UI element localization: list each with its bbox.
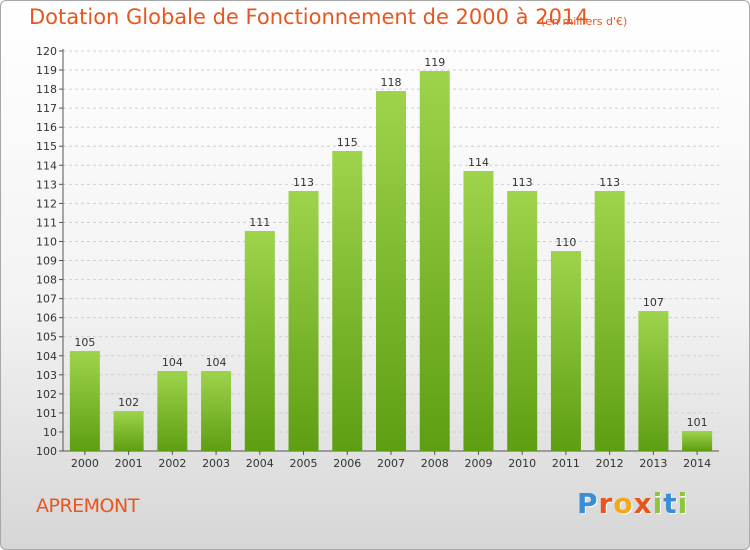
x-tick-label: 2001 [115,457,143,470]
data-label: 105 [74,336,95,349]
chart-title: Dotation Globale de Fonctionnement de 20… [29,5,589,29]
logo-letter: i [677,487,689,520]
data-label: 114 [468,156,489,169]
x-tick-label: 2011 [552,457,580,470]
data-label: 113 [293,176,314,189]
y-tick-label: 114 [36,159,57,172]
data-labels: 105 102 104 104 111 113 115 118 119 114 113 110 113 1… [74,56,707,429]
x-tick-label: 2002 [158,457,186,470]
bar [638,311,669,451]
y-tick-label: 113 [36,178,57,191]
chart-subtitle: (en milliers d'€) [541,15,628,28]
y-tick-label: 108 [36,274,57,287]
data-label: 104 [162,356,183,369]
bar [201,371,232,451]
data-label: 104 [206,356,227,369]
y-tick-label: 112 [36,197,57,210]
x-tick-label: 2004 [246,457,274,470]
bar [376,91,406,451]
bar [463,171,494,451]
y-tick-label: 100 [36,445,57,458]
y-tick-label: 118 [36,83,57,96]
x-tick-label: 2000 [71,457,99,470]
x-tick-label: 2014 [683,457,711,470]
bar [157,371,188,451]
bar [419,71,450,451]
y-tick-labels: 100 10 101 102 103 104 105 106 107 108 109 110 111 11… [36,45,57,458]
x-tick-label: 2006 [333,457,361,470]
data-label: 113 [599,176,620,189]
y-tick-label: 115 [36,140,57,153]
x-tick-label: 2005 [290,457,318,470]
y-tick-label: 101 [36,407,57,420]
x-tick-label: 2013 [639,457,667,470]
x-tick-label: 2010 [508,457,536,470]
bar [332,151,363,451]
y-tick-label: 104 [36,350,57,363]
bar [288,191,319,451]
y-tick-label: 102 [36,388,57,401]
y-tick-label: 106 [36,312,57,325]
logo-letter: r [598,487,614,520]
data-label: 101 [687,416,708,429]
y-tick-label: 116 [36,121,57,134]
x-tick-label: 2008 [421,457,449,470]
y-tick-label: 119 [36,64,57,77]
bars [69,71,713,451]
x-tick-label: 2009 [464,457,492,470]
data-label: 107 [643,296,664,309]
data-label: 113 [512,176,533,189]
x-tick-labels: 2000 2001 2002 2003 2004 2005 2006 2007 2008 2009… [71,451,711,470]
data-label: 119 [424,56,445,69]
y-tick-label: 107 [36,293,57,306]
bar [682,431,713,451]
logo-letter: t [663,487,678,520]
data-label: 111 [249,216,270,229]
y-tick-label: 103 [36,369,57,382]
logo-letter: x [633,487,653,520]
y-tick-label: 111 [36,216,57,229]
y-tick-label: 109 [36,255,57,268]
y-tick-label: 117 [36,102,57,115]
bar [594,191,625,451]
data-label: 118 [381,76,402,89]
commune-name: APREMONT [36,495,139,517]
proxiti-logo: Proxiti [577,487,688,520]
data-label: 115 [337,136,358,149]
y-tick-label: 10 [43,426,57,439]
logo-letter: o [613,487,634,520]
y-tick-label: 110 [36,235,57,248]
bar [244,231,275,451]
x-tick-label: 2003 [202,457,230,470]
y-tick-label: 105 [36,331,57,344]
bar [507,191,538,451]
bar [69,351,100,451]
bar [113,411,144,451]
x-tick-label: 2012 [596,457,624,470]
data-label: 110 [555,236,576,249]
logo-letter: P [577,487,599,520]
logo-letter: i [652,487,664,520]
y-tick-label: 120 [36,45,57,58]
data-label: 102 [118,396,139,409]
x-tick-label: 2007 [377,457,405,470]
bar [550,251,581,451]
